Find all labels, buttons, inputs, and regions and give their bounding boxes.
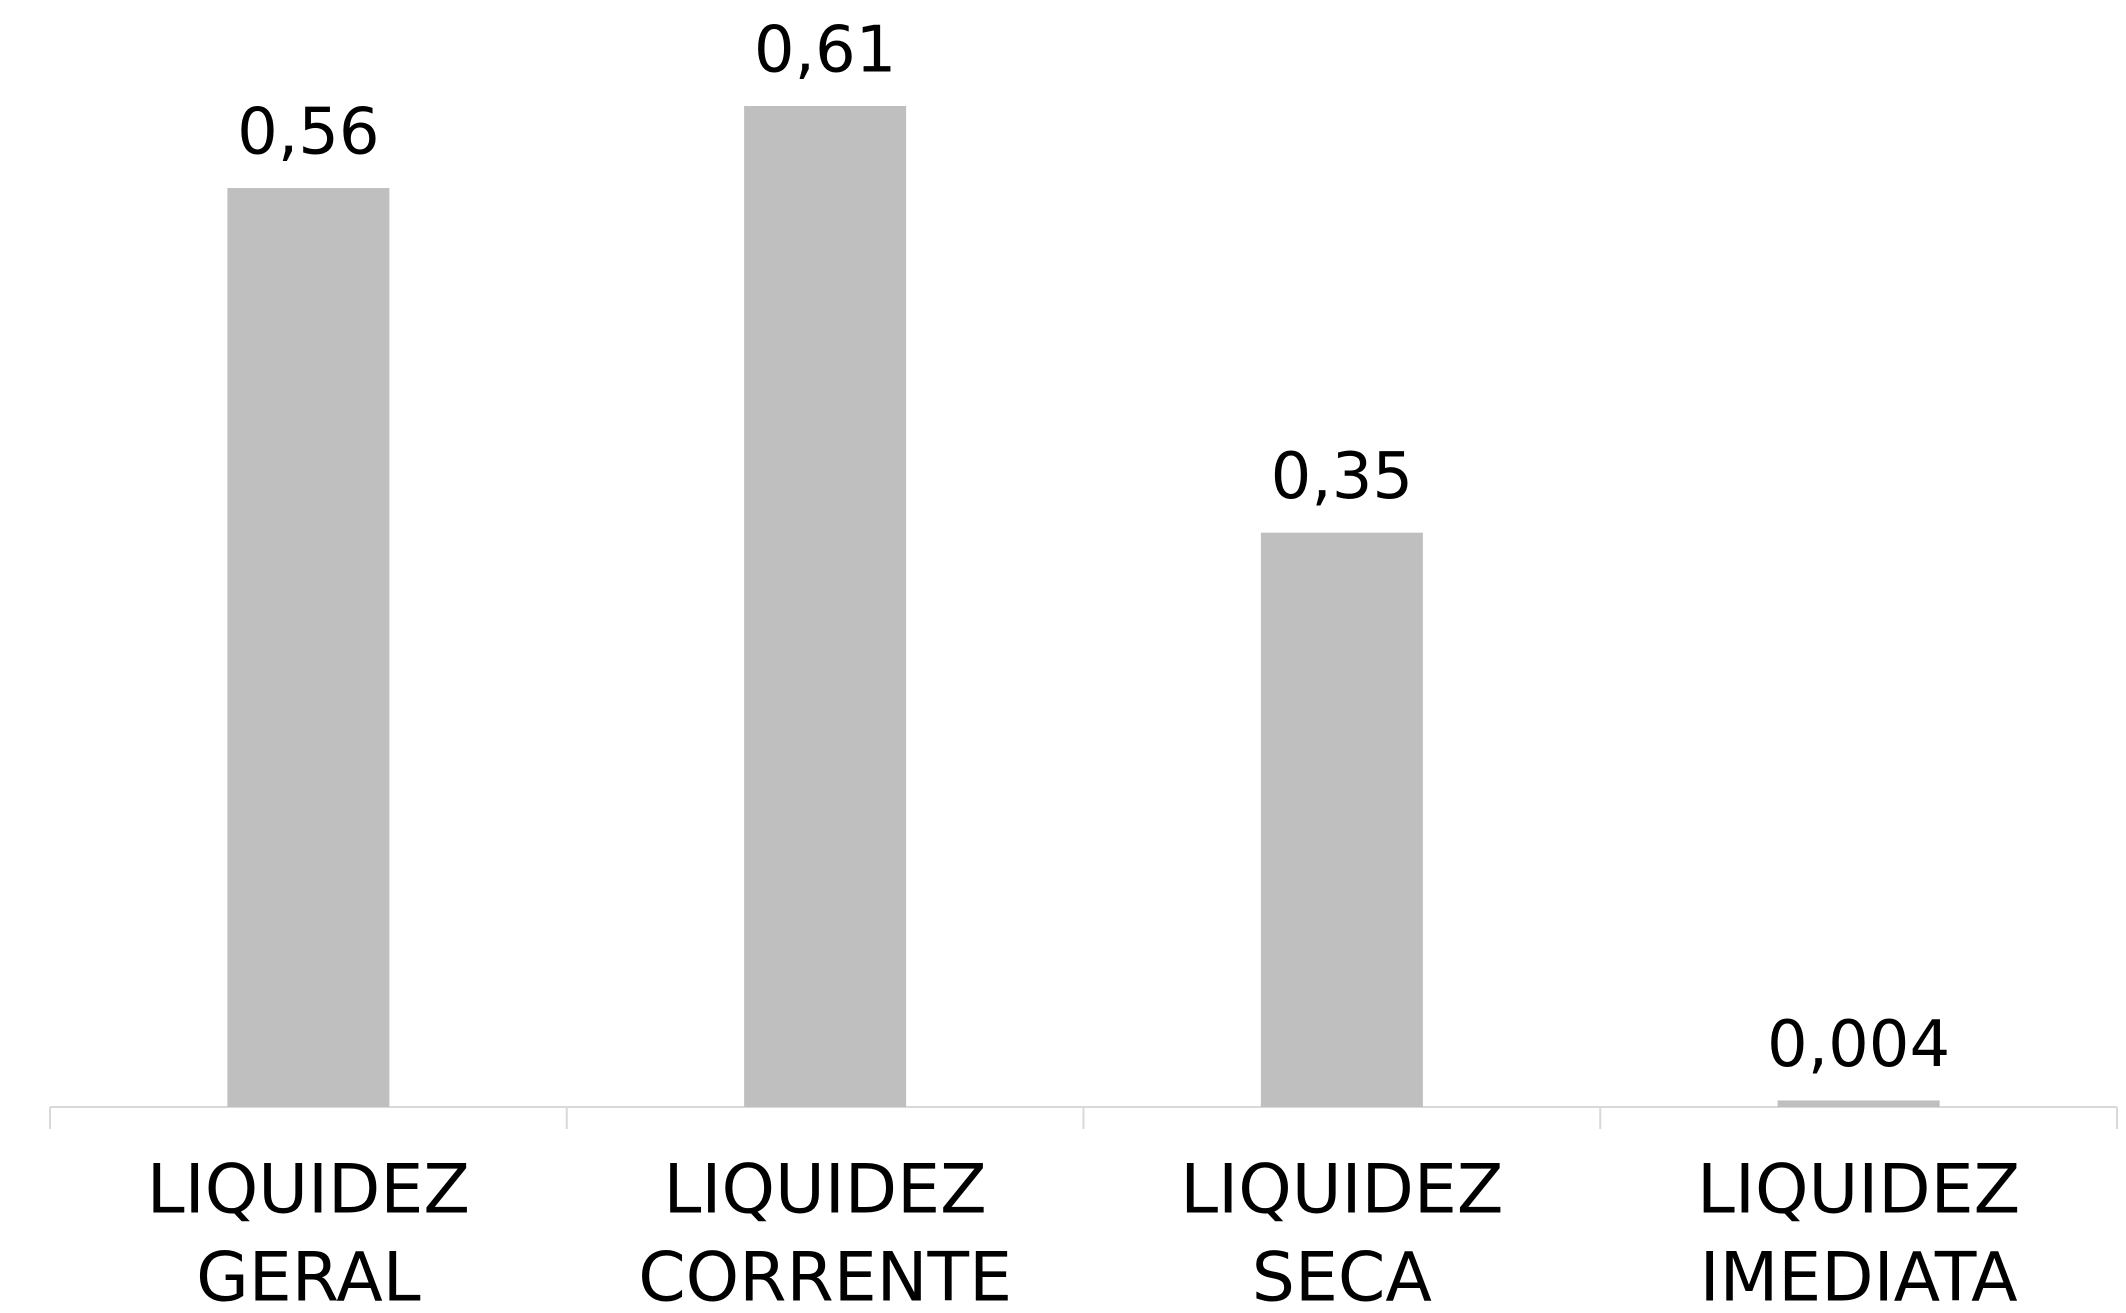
- x-tick-label: GERAL: [196, 1239, 421, 1313]
- x-tick-label: SECA: [1252, 1239, 1432, 1313]
- x-tick-label: LIQUIDEZ: [147, 1151, 470, 1230]
- bar: [744, 106, 907, 1107]
- value-label: 0,56: [237, 96, 380, 170]
- x-tick-label: LIQUIDEZ: [664, 1151, 987, 1230]
- value-label: 0,35: [1271, 440, 1414, 514]
- value-label: 0,004: [1767, 1008, 1950, 1082]
- value-label: 0,61: [754, 14, 897, 88]
- x-tick-label: LIQUIDEZ: [1697, 1151, 2020, 1230]
- bar: [227, 188, 390, 1107]
- x-tick-label: IMEDIATA: [1700, 1239, 2018, 1313]
- x-tick-label: CORRENTE: [638, 1239, 1012, 1313]
- x-tick-label: LIQUIDEZ: [1180, 1151, 1503, 1230]
- bar: [1777, 1100, 1940, 1107]
- bar: [1260, 532, 1423, 1107]
